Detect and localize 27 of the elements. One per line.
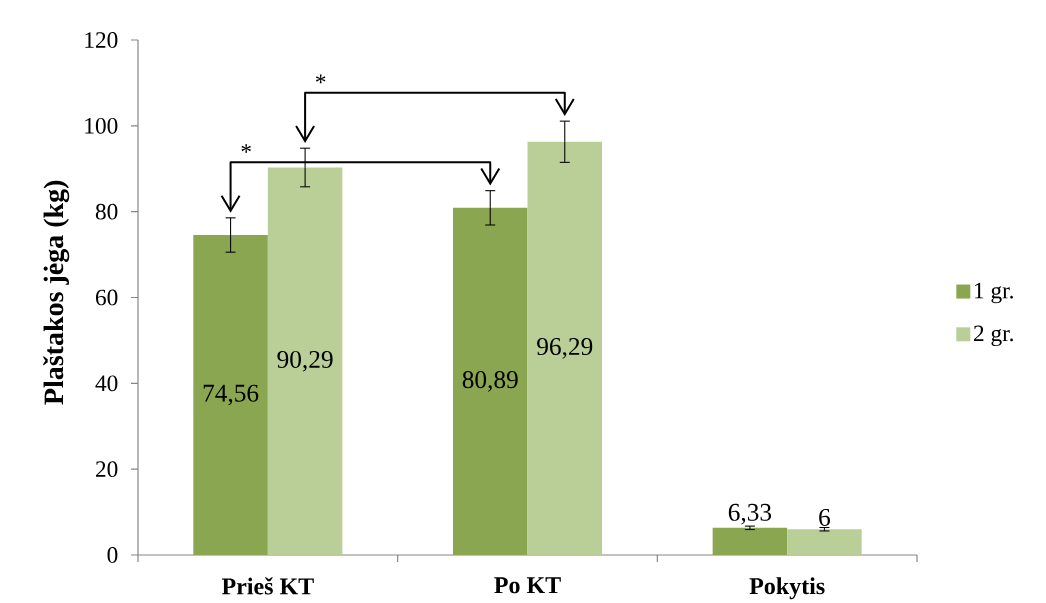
data-label: 6,33 [728,503,772,525]
y-tick-label: 40 [95,375,118,392]
x-tick-label: Prieš KT [221,577,314,595]
x-tick-label: Pokytis [749,577,825,600]
legend-label: 1 gr. [975,282,1013,304]
data-label: 6 [819,508,830,526]
y-tick-label: 0 [107,547,118,563]
data-label: 96,29 [537,338,593,359]
data-label: 80,89 [462,371,518,392]
annotation: * [241,144,251,153]
bar [712,527,788,555]
data-label: 90,29 [277,350,333,372]
bar [452,207,528,555]
bar [527,141,603,555]
legend-label: 2 gr. [974,325,1013,347]
bar [193,235,268,555]
y-tick-label: 20 [95,461,118,478]
y-tick-label: 100 [85,117,118,134]
y-axis-title: Plaštakos jėga (kg) [43,180,70,405]
bar [787,529,862,555]
x-tick-label: Po KT [494,577,561,594]
data-label: 74,56 [203,384,259,406]
y-tick-label: 60 [95,289,118,306]
bar [267,167,343,555]
y-tick-label: 80 [95,203,118,220]
y-tick-label: 120 [85,32,118,48]
annotation: * [315,74,326,84]
